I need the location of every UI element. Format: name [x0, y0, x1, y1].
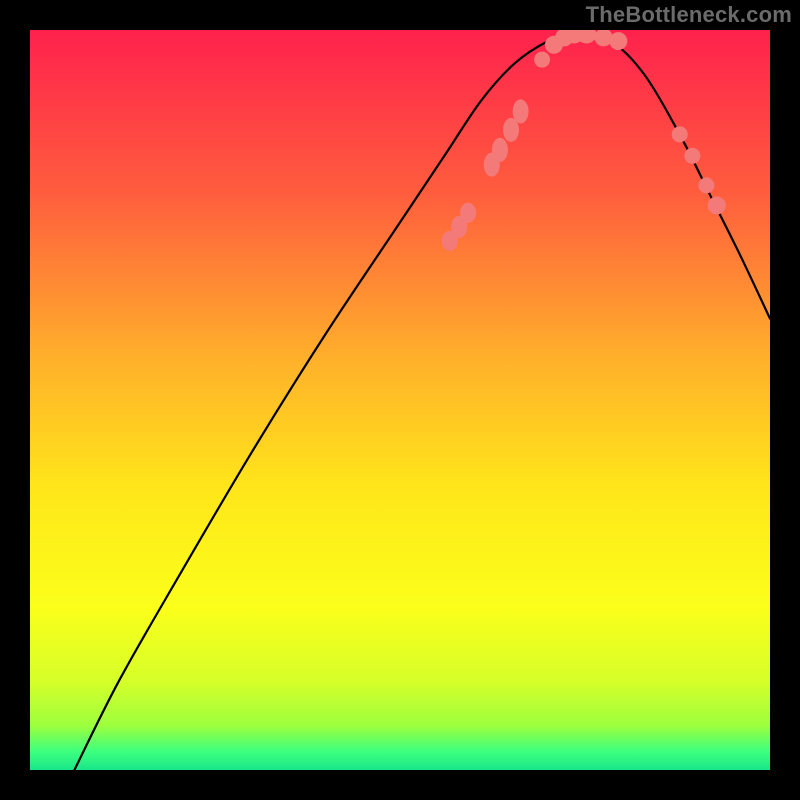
plot-background: [30, 30, 770, 770]
data-marker: [534, 52, 550, 68]
data-marker: [698, 177, 714, 193]
data-marker: [460, 203, 476, 223]
data-marker: [492, 138, 508, 162]
data-marker: [684, 148, 700, 164]
data-marker: [708, 196, 726, 214]
watermark-text: TheBottleneck.com: [586, 2, 792, 28]
data-marker: [672, 126, 688, 142]
data-marker: [513, 99, 529, 123]
data-marker: [609, 32, 627, 50]
chart-root: TheBottleneck.com: [0, 0, 800, 800]
bottleneck-chart: [0, 0, 800, 800]
